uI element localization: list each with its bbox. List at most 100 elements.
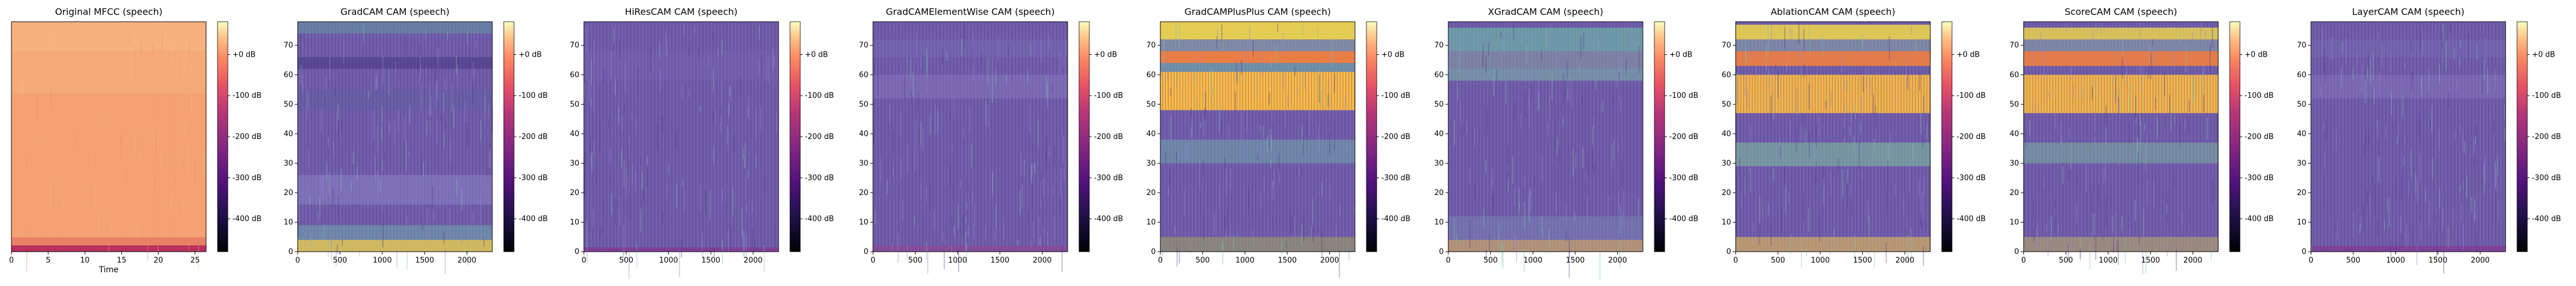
texture-streak: [1800, 125, 1802, 141]
texture-streak: [1752, 225, 1754, 232]
texture-streak: [2092, 30, 2093, 42]
texture-streak: [1514, 188, 1515, 206]
texture-streak: [2186, 46, 2187, 72]
texture-streak: [1287, 94, 1289, 108]
texture-streak: [2398, 122, 2400, 138]
heatmap-band: [873, 74, 1068, 98]
texture-streak: [623, 161, 625, 187]
texture-streak: [614, 81, 616, 96]
texture-streak: [1020, 190, 1021, 215]
colorbar-tick-label: -400 dB: [805, 215, 834, 224]
x-tick-label: 0: [2021, 256, 2026, 265]
texture-streak: [26, 158, 27, 168]
texture-streak: [2068, 243, 2069, 261]
texture-streak: [1205, 91, 1206, 117]
texture-streak: [2212, 178, 2213, 206]
texture-streak: [682, 84, 683, 99]
texture-streak: [1230, 168, 1231, 190]
texture-streak: [1621, 57, 1623, 68]
texture-streak: [700, 105, 701, 112]
texture-streak: [927, 249, 929, 274]
texture-streak: [712, 33, 714, 40]
texture-streak: [140, 153, 141, 161]
texture-streak: [153, 50, 155, 57]
texture-streak: [1008, 43, 1009, 57]
texture-streak: [1222, 241, 1223, 265]
texture-streak: [951, 217, 953, 247]
y-tick-label: 30: [283, 159, 293, 168]
texture-streak: [1808, 84, 1809, 110]
y-tick-label: 30: [570, 159, 579, 168]
texture-streak: [666, 36, 668, 58]
texture-streak: [474, 68, 476, 75]
heatmap-band: [1448, 240, 1643, 252]
texture-streak: [1340, 204, 1341, 216]
texture-streak: [2459, 184, 2461, 192]
texture-streak: [2138, 152, 2139, 181]
texture-streak: [2468, 33, 2469, 61]
texture-streak: [1260, 193, 1261, 210]
texture-streak: [2342, 42, 2343, 53]
texture-streak: [1302, 137, 1303, 157]
texture-streak: [2094, 112, 2096, 132]
y-tick-label: 50: [570, 100, 579, 109]
y-tick-label: 10: [570, 218, 579, 227]
texture-streak: [599, 228, 601, 236]
texture-streak: [2324, 46, 2325, 70]
texture-streak: [745, 177, 746, 200]
texture-streak: [1855, 102, 1856, 118]
texture-streak: [1580, 35, 1582, 59]
texture-streak: [1825, 101, 1827, 109]
texture-streak: [1176, 74, 1178, 88]
texture-streak: [1034, 162, 1036, 173]
heatmap-band: [1736, 74, 1930, 113]
texture-streak: [430, 121, 431, 133]
texture-streak: [2056, 154, 2057, 161]
texture-streak: [299, 33, 301, 54]
texture-streak: [1801, 46, 1803, 76]
texture-streak: [629, 193, 631, 221]
texture-streak: [1530, 69, 1532, 83]
texture-streak: [922, 128, 923, 152]
texture-streak: [1297, 88, 1298, 96]
texture-streak: [1638, 198, 1639, 216]
texture-streak: [1022, 184, 1023, 208]
colorbar-tick-label: -300 dB: [805, 174, 834, 182]
texture-streak: [2070, 142, 2072, 169]
texture-streak: [2155, 97, 2156, 110]
texture-streak: [2089, 244, 2091, 269]
texture-streak: [1011, 65, 1013, 81]
texture-streak: [2422, 30, 2424, 55]
texture-streak: [991, 58, 993, 80]
texture-streak: [1519, 202, 1520, 209]
texture-streak: [1773, 92, 1775, 120]
texture-streak: [1618, 72, 1619, 98]
texture-streak: [50, 96, 52, 108]
texture-streak: [1492, 189, 1494, 216]
texture-streak: [2155, 248, 2156, 254]
texture-streak: [2484, 164, 2485, 194]
texture-streak: [709, 190, 711, 220]
texture-streak: [2113, 74, 2115, 84]
texture-streak: [985, 226, 986, 240]
texture-streak: [967, 227, 969, 236]
x-tick-label: 0: [582, 256, 586, 265]
texture-streak: [456, 178, 457, 196]
texture-streak: [880, 158, 882, 185]
texture-streak: [1040, 237, 1041, 246]
texture-streak: [1789, 27, 1791, 34]
texture-streak: [21, 74, 23, 97]
heatmap-field: [2311, 22, 2506, 252]
texture-streak: [2095, 23, 2097, 35]
texture-streak: [440, 114, 441, 123]
texture-streak: [1065, 39, 1066, 57]
x-tick-label: 1000: [659, 256, 678, 265]
colorbar: [2229, 21, 2241, 252]
texture-streak: [2420, 221, 2421, 239]
texture-streak: [299, 201, 300, 222]
texture-streak: [1052, 85, 1053, 94]
texture-streak: [2345, 37, 2346, 65]
texture-streak: [1176, 247, 1178, 267]
texture-streak: [1574, 212, 1576, 221]
